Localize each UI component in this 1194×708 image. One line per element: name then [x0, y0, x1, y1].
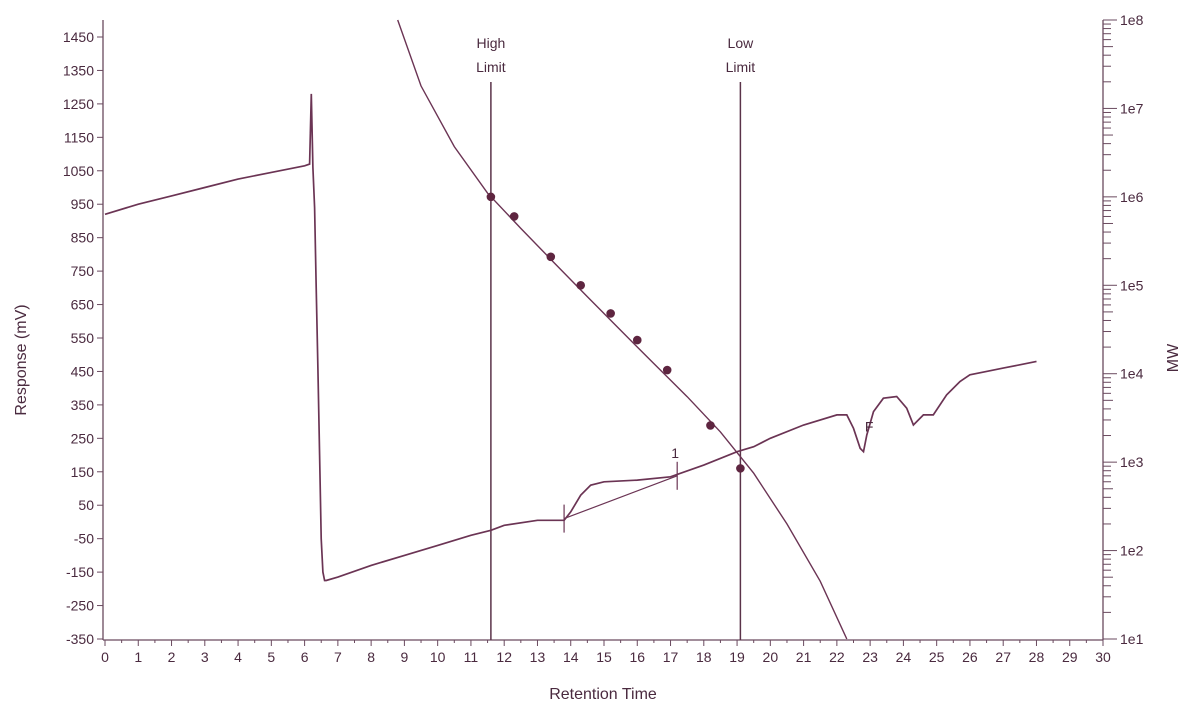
y2-tick-label: 1e1: [1120, 631, 1144, 647]
limit-lines: High Limit Low Limit: [476, 35, 755, 640]
integration-baseline-line: [563, 475, 678, 520]
x-axis-title: Retention Time: [549, 686, 657, 703]
calibration-point: [546, 252, 556, 262]
y-tick-label: -150: [66, 564, 94, 580]
y2-tick-label: 1e6: [1120, 189, 1144, 205]
y-tick-label: 1350: [63, 62, 94, 78]
calibration-curve-line: [397, 19, 848, 640]
y2-axis-title: MW: [1165, 343, 1182, 372]
y-tick-label: -50: [74, 531, 94, 547]
chart-annotations: 1F: [563, 418, 874, 533]
y2-tick-label: 1e7: [1120, 100, 1144, 116]
limit-label-line1: High: [476, 35, 505, 51]
x-tick-label: 21: [796, 649, 812, 665]
y2-tick-label: 1e2: [1120, 543, 1144, 559]
x-tick-label: 6: [301, 649, 309, 665]
x-tick-label: 20: [763, 649, 779, 665]
x-tick-label: 25: [929, 649, 945, 665]
y-tick-label: -350: [66, 631, 94, 647]
x-tick-label: 10: [430, 649, 446, 665]
x-tick-label: 0: [101, 649, 109, 665]
y-tick-label: 250: [71, 430, 95, 446]
y-tick-label: -250: [66, 598, 94, 614]
x-tick-label: 11: [464, 649, 479, 665]
limit-label-line2: Limit: [726, 59, 756, 75]
x-tick-label: 7: [334, 649, 342, 665]
calibration-point: [576, 280, 586, 290]
y-tick-label: 650: [71, 297, 95, 313]
x-tick-label: 3: [201, 649, 209, 665]
x-tick-label: 5: [267, 649, 275, 665]
x-tick-label: 2: [168, 649, 176, 665]
calibration-point: [662, 365, 672, 375]
limit-label-line1: Low: [728, 35, 755, 51]
y-tick-label: 150: [71, 464, 95, 480]
x-tick-label: 9: [401, 649, 409, 665]
annotation-label: F: [865, 418, 874, 434]
data-traces: [104, 19, 1037, 640]
y-tick-label: 1150: [64, 129, 94, 145]
y2-tick-label: 1e4: [1120, 366, 1144, 382]
x-tick-label: 12: [496, 649, 512, 665]
axis-ticks: 0 1 2 3 4 5 6 7 8 9 10 11 12 13 14 15 16 17 18 19 20 21 22 23 24…: [63, 12, 1144, 665]
calibration-point: [509, 212, 519, 221]
detector-response-line: [104, 93, 1037, 582]
calibration-point: [632, 335, 642, 345]
y-tick-label: 750: [71, 263, 95, 279]
x-tick-label: 15: [596, 649, 612, 665]
y-tick-label: 550: [71, 330, 95, 346]
y-tick-label: 1450: [63, 29, 94, 45]
x-tick-label: 17: [663, 649, 679, 665]
x-tick-label: 24: [896, 649, 912, 665]
y-tick-label: 1250: [63, 96, 94, 112]
y-tick-label: 1050: [63, 163, 94, 179]
y-tick-label: 450: [71, 363, 95, 379]
x-tick-label: 29: [1062, 649, 1078, 665]
calibration-point: [486, 192, 496, 202]
calibration-point: [606, 309, 615, 318]
calibration-point: [706, 421, 715, 430]
peak-marker-label: 1: [671, 445, 679, 461]
plot-axes: [102, 20, 1104, 641]
y2-tick-label: 1e8: [1120, 12, 1144, 28]
y-tick-label: 350: [71, 397, 95, 413]
x-tick-label: 4: [234, 649, 242, 665]
x-tick-label: 22: [829, 649, 845, 665]
x-tick-label: 19: [729, 649, 745, 665]
x-tick-label: 23: [862, 649, 878, 665]
y-axis-title: Response (mV): [13, 304, 30, 415]
x-tick-label: 26: [962, 649, 978, 665]
y2-tick-label: 1e3: [1120, 454, 1144, 470]
y2-tick-label: 1e5: [1120, 277, 1144, 293]
x-tick-label: 16: [629, 649, 645, 665]
calibration-point: [736, 464, 745, 473]
x-tick-label: 18: [696, 649, 712, 665]
x-tick-label: 14: [563, 649, 579, 665]
x-tick-label: 28: [1029, 649, 1045, 665]
x-tick-label: 27: [995, 649, 1011, 665]
x-tick-label: 1: [134, 649, 142, 665]
x-tick-label: 30: [1095, 649, 1111, 665]
y-tick-label: 50: [78, 497, 94, 513]
x-tick-label: 8: [367, 649, 375, 665]
limit-label-line2: Limit: [476, 59, 506, 75]
x-tick-label: 13: [530, 649, 546, 665]
y-tick-label: 950: [71, 196, 95, 212]
y-tick-label: 850: [71, 230, 95, 246]
